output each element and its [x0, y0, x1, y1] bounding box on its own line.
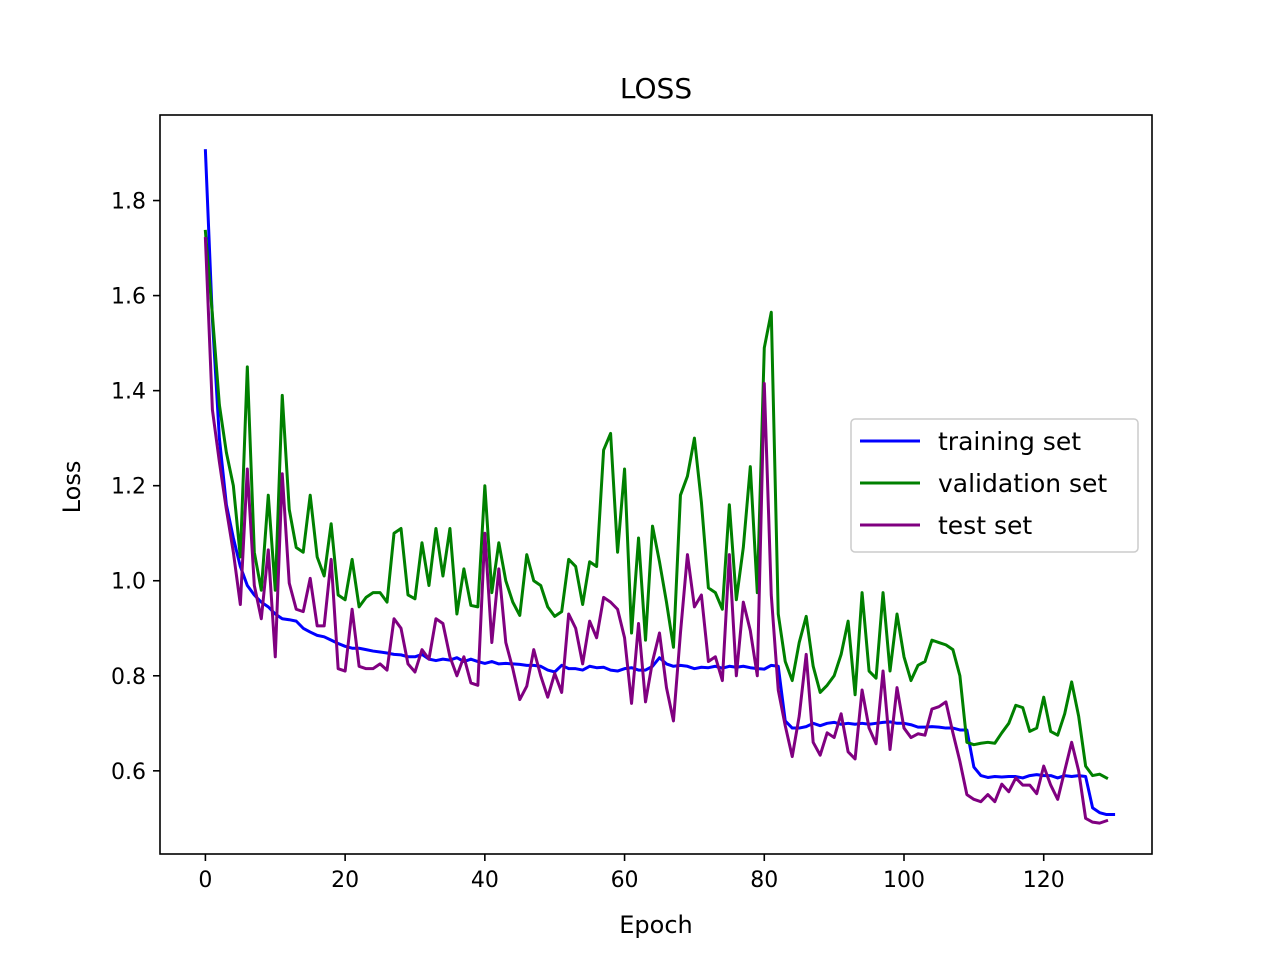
series-line-test-set	[203, 237, 1109, 825]
plot-area: 0 20 40 60 80 100 120 0.6 0.8 1.0 1.2 1.4 1.6 1.8	[111, 114, 1153, 893]
y-tick-label: 1.4	[111, 380, 146, 405]
y-tick-label: 1.2	[111, 475, 146, 500]
x-tick-label: 80	[750, 868, 778, 893]
legend-label: training set	[938, 427, 1081, 456]
x-tick-label: 100	[883, 868, 925, 893]
y-tick-label: 1.6	[111, 285, 146, 310]
chart-title: LOSS	[620, 72, 692, 105]
legend-label: validation set	[938, 469, 1107, 498]
legend-label: test set	[938, 511, 1032, 540]
x-tick-label: 20	[331, 868, 359, 893]
axes-frame	[159, 114, 1153, 855]
legend-box	[850, 418, 1139, 553]
x-axis-label: Epoch	[619, 911, 693, 939]
legend: training set validation set test set	[850, 418, 1139, 553]
x-tick-label: 40	[471, 868, 499, 893]
y-axis-label: Loss	[58, 461, 86, 514]
x-tick-label: 60	[611, 868, 639, 893]
series-line-validation-set	[203, 229, 1109, 780]
y-tick-label: 0.8	[111, 665, 146, 690]
y-tick-label: 1.8	[111, 190, 146, 215]
x-tick-label: 120	[1023, 868, 1065, 893]
x-tick-label: 0	[198, 868, 212, 893]
y-tick-label: 0.6	[111, 760, 146, 785]
y-tick-label: 1.0	[111, 570, 146, 595]
